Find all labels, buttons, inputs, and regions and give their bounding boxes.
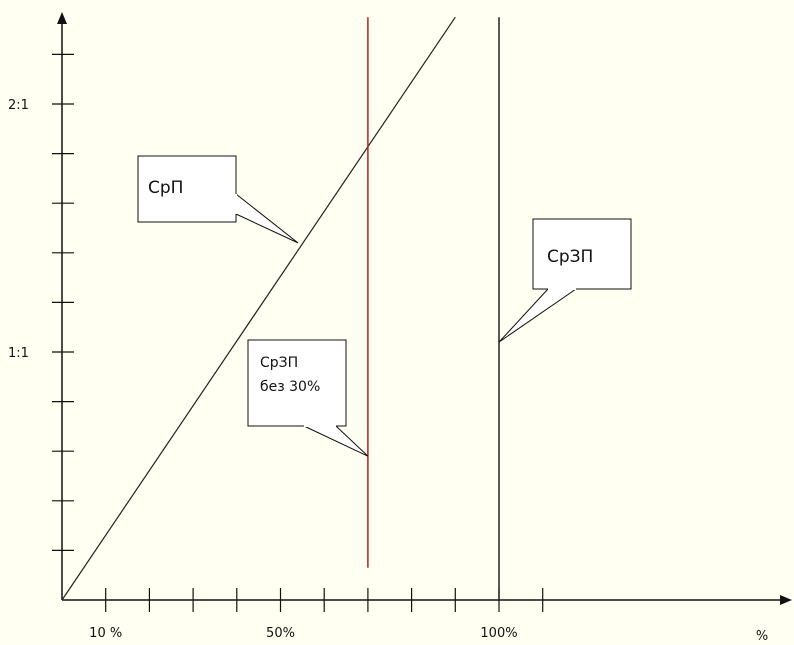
series-group (61, 16, 500, 601)
callout-box (532, 218, 632, 290)
series-line-0 (61, 16, 456, 601)
callout-box (137, 155, 237, 223)
callout-pointer (498, 288, 578, 343)
y-axis-arrow (57, 12, 67, 24)
callout-label: СрП (148, 178, 183, 198)
y-tick-label: 2:1 (8, 98, 29, 113)
x-tick-label: 100% (480, 626, 517, 641)
x-tick-label: 10 % (89, 626, 122, 641)
callouts: СрП СрЗП без 30% СрЗП (137, 155, 632, 457)
y-tick-label: 1:1 (8, 346, 29, 361)
x-axis-arrow (780, 595, 792, 605)
callout-box (247, 339, 347, 427)
callout-label: СрЗП (260, 355, 298, 371)
x-tick-label: 50% (266, 626, 295, 641)
axes (52, 12, 792, 612)
callout-1: СрЗП без 30% (247, 339, 369, 457)
callout-pointer (235, 192, 299, 244)
callout-label: СрЗП (547, 247, 593, 267)
callout-label: без 30% (260, 379, 320, 395)
callout-pointer (303, 425, 369, 457)
x-axis-label: % (756, 629, 768, 644)
callout-0: СрП (137, 155, 299, 244)
callout-2: СрЗП (498, 218, 632, 343)
labels: 10 % 50% 100% 1:1 2:1% (8, 98, 768, 644)
